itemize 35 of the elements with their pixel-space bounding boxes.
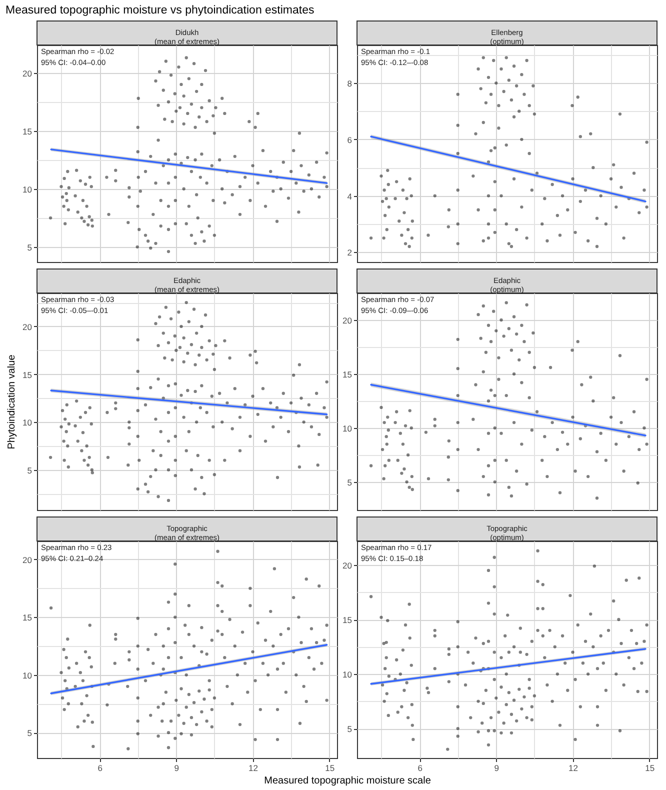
y-tick-label: 15 (342, 369, 352, 380)
y-tick-label: 6 (347, 134, 352, 145)
x-tick-label: 12 (568, 763, 578, 773)
y-tick-label: 4 (347, 191, 352, 202)
x-tick-label: 6 (98, 763, 103, 773)
y-tick-label: 15 (22, 370, 32, 380)
x-tick-label: 9 (494, 763, 500, 773)
y-tick-label: 20 (22, 554, 32, 565)
y-axis-title: Phytoindication value (6, 354, 18, 450)
y-tick-label: 15 (342, 615, 352, 626)
x-tick-label: 6 (418, 763, 423, 773)
y-tick-label: 5 (27, 242, 32, 252)
y-tick-label: 20 (22, 68, 32, 78)
y-tick-label: 2 (347, 248, 352, 258)
x-tick-label: 9 (174, 763, 180, 773)
y-tick-label: 5 (347, 724, 352, 734)
x-tick-label: 15 (645, 763, 655, 773)
y-tick-label: 15 (22, 612, 32, 623)
x-axis-title: Measured topographic moisture scale (264, 776, 432, 786)
y-tick-label: 20 (342, 315, 352, 326)
y-tick-label: 8 (347, 78, 352, 89)
chart-title: Measured topographic moisture vs phytoindication estimates (6, 4, 314, 16)
x-tick-label: 15 (325, 763, 335, 773)
y-tick-label: 20 (22, 322, 32, 332)
y-tick-label: 10 (342, 423, 352, 434)
y-tick-label: 5 (27, 728, 32, 738)
x-tick-label: 12 (248, 763, 258, 773)
y-tick-label: 5 (347, 477, 352, 488)
y-tick-label: 10 (22, 184, 32, 194)
y-tick-label: 10 (22, 670, 32, 680)
y-tick-label: 5 (27, 465, 32, 476)
y-tick-label: 20 (342, 560, 352, 570)
y-tick-label: 10 (22, 418, 32, 428)
y-tick-label: 10 (342, 670, 352, 680)
y-tick-label: 15 (22, 126, 32, 136)
